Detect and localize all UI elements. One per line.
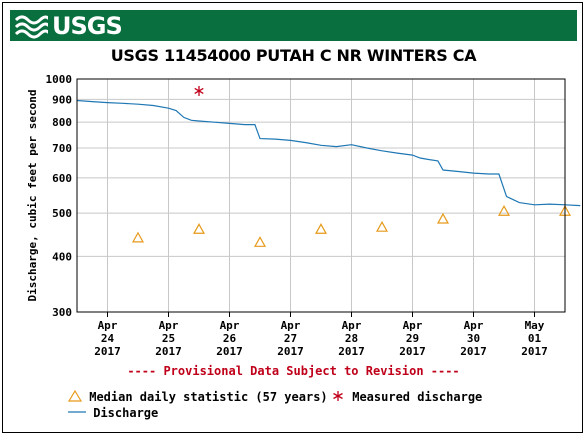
x-tick-label: 24 [101, 332, 115, 345]
legend-label-median: Median daily statistic (57 years) [89, 390, 328, 404]
x-tick-label: 2017 [521, 345, 548, 358]
legend-label-discharge: Discharge [93, 406, 159, 420]
y-tick-label: 300 [52, 306, 72, 319]
x-tick-label: 30 [467, 332, 480, 345]
measured-marker [194, 85, 204, 96]
median-marker [192, 223, 206, 234]
x-tick-label: Apr [403, 319, 423, 332]
x-tick-label: 27 [284, 332, 297, 345]
x-tick-label: Apr [220, 319, 240, 332]
median-marker [497, 204, 511, 216]
asterisk-icon [333, 391, 343, 401]
x-tick-label: 29 [406, 332, 419, 345]
y-tick-label: 600 [52, 172, 72, 185]
y-tick-label: 800 [52, 116, 72, 129]
usgs-logo-text: USGS [52, 12, 123, 40]
legend-item-measured: Measured discharge [331, 390, 482, 404]
chart-title: USGS 11454000 PUTAH C NR WINTERS CA [110, 46, 477, 65]
x-tick-label: 25 [162, 332, 175, 345]
x-tick-label: Apr [464, 319, 484, 332]
legend-item-median: Median daily statistic (57 years) [67, 389, 328, 404]
x-tick-label: 2017 [460, 345, 487, 358]
x-tick-label: Apr [281, 319, 301, 332]
x-tick-label: 28 [345, 332, 358, 345]
triangle-icon [67, 389, 83, 402]
grid [77, 78, 565, 313]
x-tick-label: 2017 [216, 345, 243, 358]
x-tick-label: May [525, 319, 545, 332]
usgs-banner [10, 10, 577, 41]
y-tick-label: 500 [52, 207, 72, 220]
median-marker [253, 236, 267, 247]
x-axis-ticks: Apr242017Apr252017Apr262017Apr272017Apr2… [94, 312, 548, 358]
y-axis-ticks: 300 400 500 600 700 800 900 1000 [46, 73, 73, 319]
x-tick-label: 2017 [338, 345, 365, 358]
y-tick-label: 400 [52, 250, 72, 263]
plot-area [76, 78, 566, 313]
median-marker [375, 220, 389, 232]
legend-item-discharge: Discharge [68, 406, 158, 420]
x-tick-label: Apr [159, 319, 179, 332]
median-marker [131, 231, 145, 243]
legend-label-measured: Measured discharge [352, 390, 483, 404]
y-axis-label: Discharge, cubic feet per second [26, 90, 39, 302]
median-marker [436, 212, 450, 224]
y-tick-label: 900 [52, 93, 72, 106]
x-tick-label: Apr [342, 319, 362, 332]
discharge-line [76, 99, 581, 207]
x-tick-label: 26 [223, 332, 237, 345]
x-tick-label: 2017 [399, 345, 426, 358]
x-tick-label: 2017 [155, 345, 182, 358]
chart-frame [2, 2, 583, 433]
line-icon [68, 411, 86, 413]
x-tick-label: 2017 [277, 345, 304, 358]
x-tick-label: Apr [98, 319, 118, 332]
x-tick-label: 01 [528, 332, 542, 345]
x-tick-label: 2017 [94, 345, 121, 358]
series-layer [76, 85, 581, 247]
usgs-wave-icon [14, 15, 48, 39]
y-tick-label: 700 [52, 142, 72, 155]
median-marker [314, 223, 328, 234]
provisional-notice: ---- Provisional Data Subject to Revisio… [127, 364, 460, 378]
y-tick-label: 1000 [46, 73, 73, 86]
